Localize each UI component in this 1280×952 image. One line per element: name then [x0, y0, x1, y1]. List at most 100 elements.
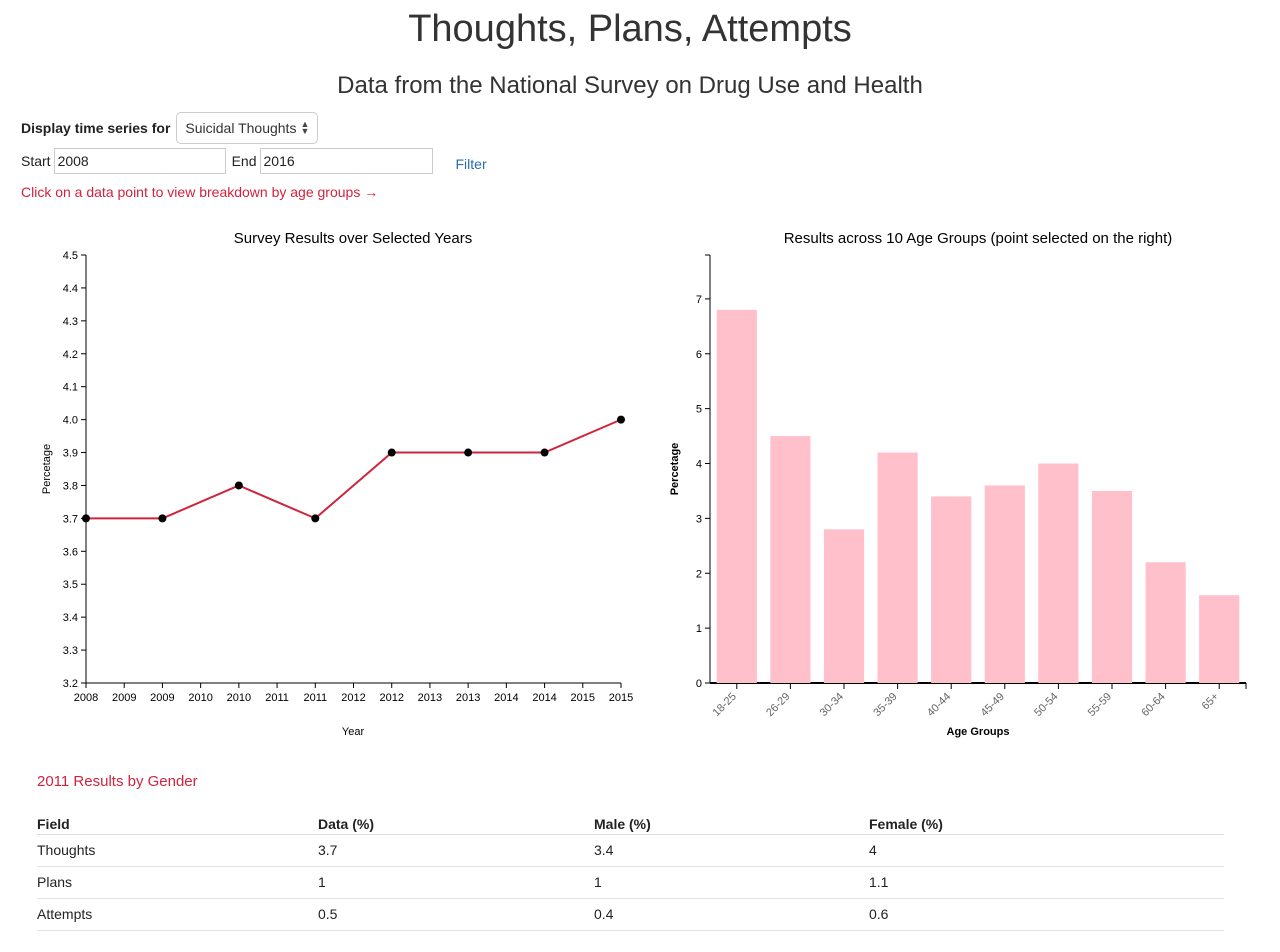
x-tick-label: 35-39 — [871, 691, 899, 719]
gender-results-table: Field Data (%) Male (%) Female (%) Thoug… — [37, 810, 1224, 931]
start-year-input[interactable] — [53, 148, 226, 174]
y-tick-label: 1 — [696, 623, 702, 635]
x-tick-label: 40-44 — [925, 691, 953, 719]
line-chart-title: Survey Results over Selected Years — [234, 230, 472, 247]
column-header: Data (%) — [318, 810, 594, 835]
table-cell: 1 — [594, 866, 869, 899]
x-tick-label: 2012 — [379, 692, 403, 704]
table-cell: Attempts — [37, 898, 318, 931]
select-arrows-icon: ▲ ▼ — [300, 119, 310, 136]
bar — [931, 496, 972, 683]
line-chart-series — [82, 415, 625, 523]
data-point — [311, 514, 320, 523]
series-select-value: Suicidal Thoughts — [185, 120, 297, 136]
table-cell: 1 — [318, 866, 594, 899]
x-tick-label: 2014 — [494, 692, 518, 704]
x-tick-label: 2013 — [418, 692, 442, 704]
display-series-label: Display time series for — [21, 120, 171, 136]
gender-section-title: 2011 Results by Gender — [37, 773, 198, 790]
bar — [1091, 490, 1133, 683]
column-header: Male (%) — [594, 810, 869, 835]
x-tick-label: 2010 — [188, 692, 212, 704]
y-tick-label: 4.0 — [63, 415, 78, 427]
y-tick-label: 4.3 — [63, 316, 78, 328]
bar — [823, 529, 865, 683]
year-filter-row: Start End Filter — [21, 148, 487, 174]
table-cell: 0.4 — [594, 898, 869, 931]
x-tick-label: 2012 — [341, 692, 365, 704]
page-subtitle: Data from the National Survey on Drug Us… — [337, 72, 923, 99]
column-header: Field — [37, 810, 318, 835]
x-tick-label: 2015 — [571, 692, 595, 704]
bar — [1199, 595, 1240, 683]
line-chart: Survey Results over Selected Years 3.2 3.… — [41, 230, 633, 738]
table-cell: 3.7 — [318, 834, 594, 867]
table-cell: 4 — [869, 834, 1224, 867]
y-tick-label: 3.4 — [63, 612, 78, 624]
y-tick-label: 4.5 — [63, 250, 78, 262]
data-point — [387, 448, 396, 457]
end-label: End — [231, 153, 257, 169]
table-row: Plans 1 1 1.1 — [37, 866, 1224, 899]
x-tick-label: 50-54 — [1032, 691, 1060, 719]
y-tick-label: 0 — [696, 678, 702, 690]
y-tick-label: 3.5 — [63, 579, 78, 591]
x-tick-label: 2014 — [532, 692, 556, 704]
bar-chart-bars — [716, 309, 1240, 683]
bar-chart-title: Results across 10 Age Groups (point sele… — [784, 230, 1173, 247]
data-point — [464, 448, 473, 457]
y-tick-label: 2 — [696, 568, 702, 580]
bar — [770, 436, 811, 683]
table-cell: 0.5 — [318, 898, 594, 931]
table-cell: 1.1 — [869, 866, 1224, 899]
data-point — [158, 514, 167, 523]
column-header: Female (%) — [869, 810, 1224, 835]
x-tick-label: 65+ — [1200, 691, 1222, 713]
series-select[interactable]: Suicidal Thoughts ▲ ▼ — [176, 112, 319, 144]
x-tick-label: 2015 — [609, 692, 633, 704]
table-row: Attempts 0.5 0.4 0.6 — [37, 898, 1224, 931]
table-row: Thoughts 3.7 3.4 4 — [37, 834, 1224, 867]
data-point — [82, 514, 90, 523]
x-tick-label: 18-25 — [711, 691, 739, 719]
bar — [1145, 562, 1186, 683]
bar-chart: Results across 10 Age Groups (point sele… — [669, 230, 1247, 738]
table-cell: 3.4 — [594, 834, 869, 867]
y-tick-label: 4.2 — [63, 349, 78, 361]
y-tick-label: 5 — [696, 404, 702, 416]
bar — [1038, 463, 1079, 683]
bar-chart-x-label: Age Groups — [947, 726, 1010, 738]
data-point — [617, 415, 625, 424]
charts-canvas: Survey Results over Selected Years 3.2 3.… — [41, 230, 1247, 738]
start-label: Start — [21, 153, 51, 169]
y-tick-label: 3.3 — [63, 645, 78, 657]
bar — [877, 452, 918, 683]
data-point — [540, 448, 549, 457]
y-tick-label: 3 — [696, 513, 702, 525]
end-year-input[interactable] — [259, 148, 433, 174]
y-tick-label: 6 — [696, 349, 702, 361]
x-tick-label: 2011 — [303, 692, 327, 704]
x-tick-label: 30-34 — [818, 691, 846, 719]
instruction-hint: Click on a data point to view breakdown … — [21, 184, 379, 200]
y-tick-label: 4.4 — [63, 283, 78, 295]
x-tick-label: 60-64 — [1139, 691, 1167, 719]
table-cell: Plans — [37, 866, 318, 899]
page-title: Thoughts, Plans, Attempts — [408, 8, 852, 50]
y-tick-label: 4.1 — [63, 382, 78, 394]
y-tick-label: 3.8 — [63, 480, 78, 492]
table-cell: Thoughts — [37, 834, 318, 867]
bar — [716, 309, 757, 683]
x-tick-label: 45-49 — [979, 691, 1007, 719]
bar-chart-y-axis: 0 1 2 3 4 5 6 7 — [696, 254, 711, 690]
x-tick-label: 2009 — [112, 692, 136, 704]
table-cell: 0.6 — [869, 898, 1224, 931]
series-line — [86, 418, 622, 520]
x-tick-label: 2013 — [456, 692, 480, 704]
y-tick-label: 3.2 — [63, 678, 78, 690]
filter-link[interactable]: Filter — [455, 156, 487, 172]
line-chart-y-axis: 3.2 3.3 3.4 3.5 3.6 3.7 3.8 3.9 4.0 4.1 4.2 4.3 4.4 4… — [63, 250, 87, 690]
x-tick-label: 55-59 — [1086, 691, 1114, 719]
x-tick-label: 2011 — [265, 692, 289, 704]
table-header-row: Field Data (%) Male (%) Female (%) — [37, 810, 1224, 835]
